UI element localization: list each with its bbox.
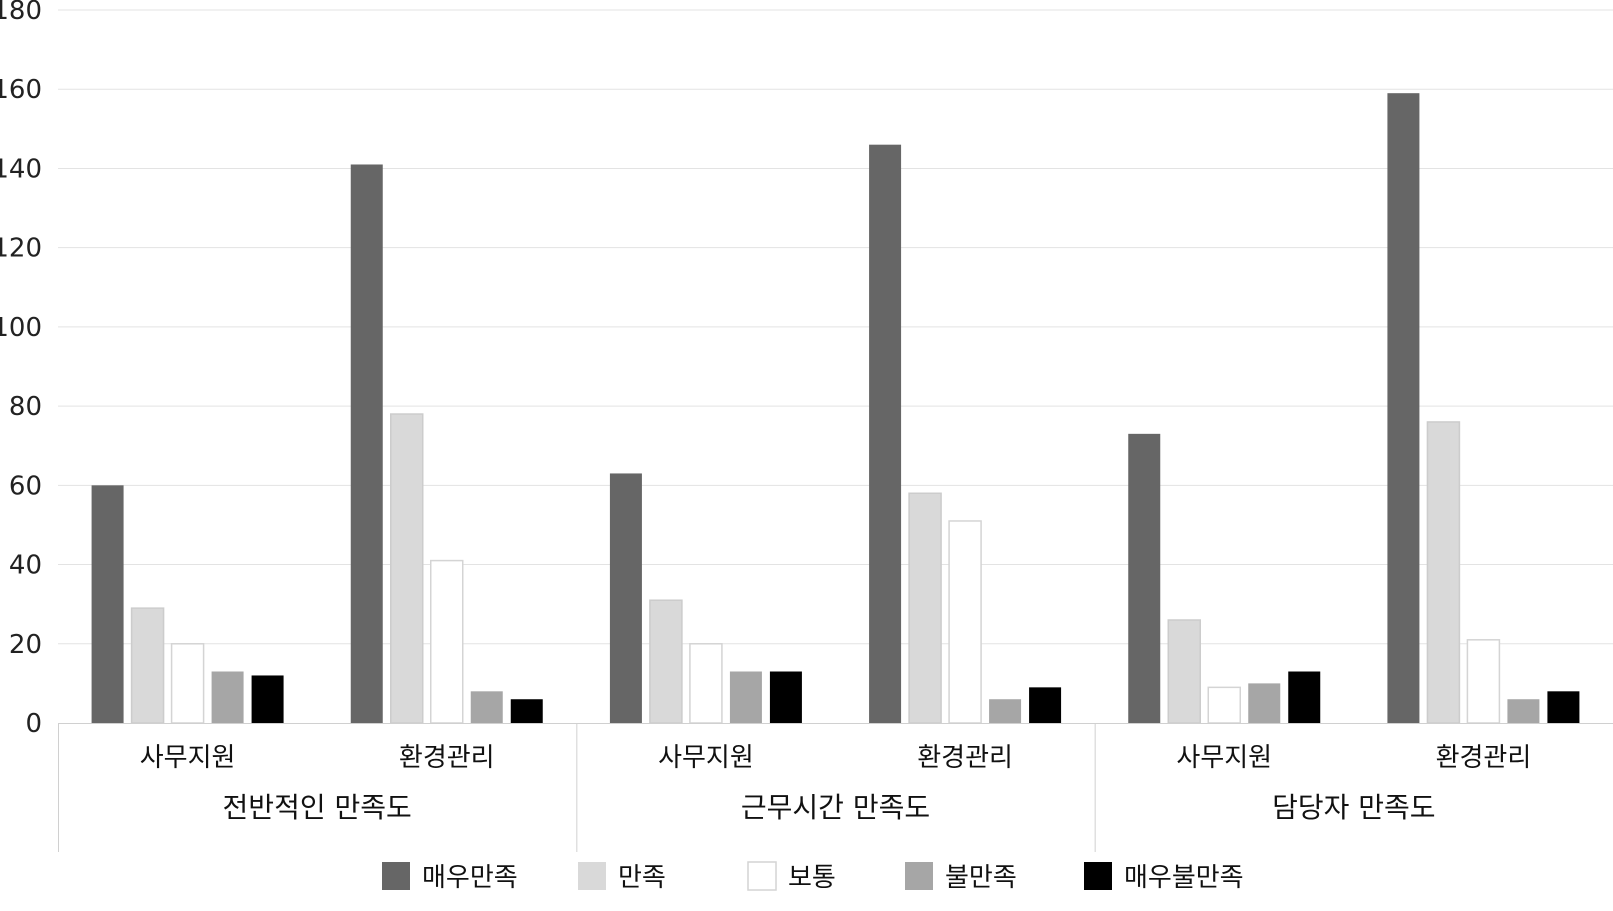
bar (769, 671, 802, 723)
bar (989, 699, 1022, 723)
bar (130, 607, 165, 724)
bar (510, 699, 543, 723)
legend-swatch (905, 862, 933, 890)
group-label: 전반적인 만족도 (223, 791, 412, 824)
gridlines (58, 9, 1613, 645)
bar (1029, 687, 1062, 723)
legend-label: 보통 (788, 863, 836, 893)
bar (1507, 699, 1540, 723)
category-label: 환경관리 (399, 743, 495, 773)
bar (1387, 93, 1420, 723)
category-label: 사무지원 (658, 743, 754, 773)
y-tick-label: 80 (9, 392, 42, 422)
y-tick-label: 20 (9, 630, 42, 660)
group-label: 근무시간 만족도 (741, 791, 930, 824)
category-label: 환경관리 (1436, 743, 1532, 773)
category-label: 사무지원 (140, 743, 236, 773)
bar (729, 671, 762, 723)
y-tick-label: 60 (9, 471, 42, 501)
bar (1547, 691, 1580, 723)
bar (689, 643, 723, 724)
y-tick-label: 100 (0, 313, 42, 343)
y-tick-label: 0 (25, 709, 42, 739)
y-axis: 0 20 40 60 80 100 120 140 160 180 (0, 0, 42, 739)
bar (1248, 683, 1281, 723)
legend-swatch (382, 862, 410, 890)
legend-label: 만족 (618, 863, 666, 893)
bar (251, 675, 284, 723)
bar (1466, 639, 1501, 724)
bar (350, 164, 383, 723)
legend-swatch (1084, 862, 1112, 890)
bar (609, 473, 642, 723)
bar (1288, 671, 1321, 723)
legend-label: 불만족 (945, 863, 1017, 893)
legend-label: 매우만족 (422, 863, 518, 893)
bar (869, 144, 902, 723)
bar (211, 671, 244, 723)
bar (948, 520, 982, 724)
bar (91, 485, 124, 723)
bar (1128, 433, 1161, 723)
category-label: 환경관리 (917, 743, 1013, 773)
bar (1167, 619, 1201, 724)
bar (908, 492, 942, 724)
bar (170, 643, 205, 724)
group-label: 담당자 만족도 (1272, 791, 1435, 824)
bar (1207, 686, 1241, 724)
y-tick-label: 180 (0, 0, 42, 26)
bar (470, 691, 503, 723)
y-tick-label: 160 (0, 75, 42, 105)
bar (390, 413, 424, 724)
bars (91, 93, 1580, 724)
category-label: 사무지원 (1176, 743, 1272, 773)
y-tick-label: 140 (0, 154, 42, 184)
bar (430, 559, 464, 724)
y-tick-label: 40 (9, 551, 42, 581)
bar (649, 599, 683, 724)
legend-swatch (578, 862, 606, 890)
y-tick-label: 120 (0, 234, 42, 264)
legend-swatch (747, 861, 777, 891)
legend: 매우만족 만족 보통 불만족 매우불만족 (382, 861, 1244, 893)
bar (1426, 421, 1461, 724)
legend-label: 매우불만족 (1124, 863, 1244, 893)
